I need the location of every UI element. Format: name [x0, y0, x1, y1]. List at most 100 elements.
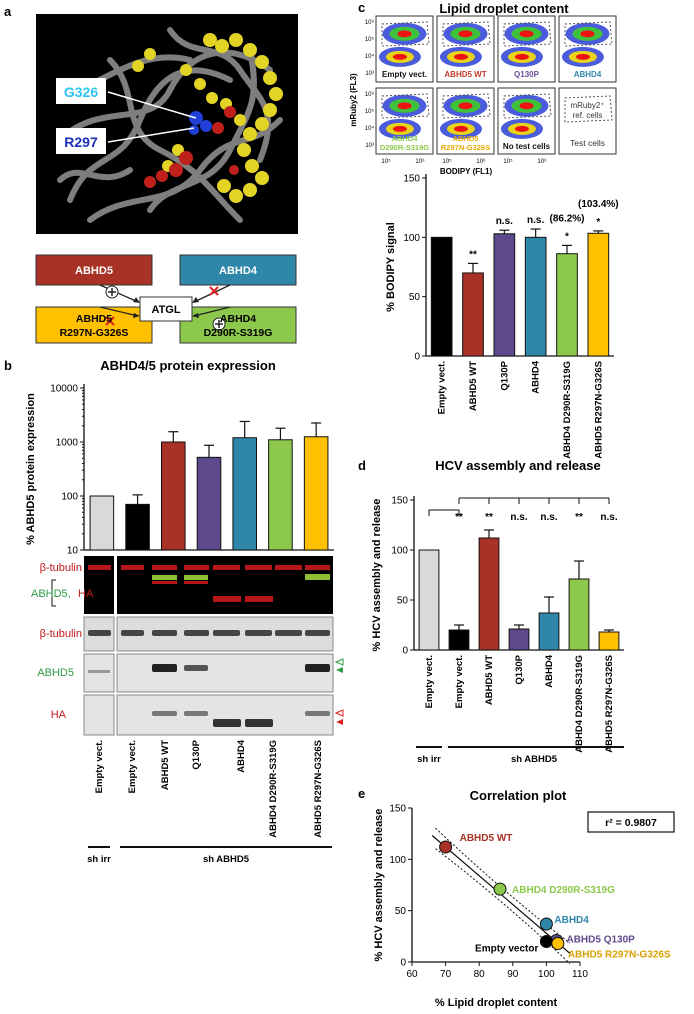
y-tick-label: 150 [391, 496, 408, 507]
y-tick-label: 100 [403, 233, 420, 244]
scatter-point [539, 934, 553, 948]
flow-gate [381, 93, 430, 119]
x-tick-label: 80 [474, 969, 486, 980]
scheme-abhd4-mut-label: ABHD4 [220, 313, 256, 325]
group-label-sh-irr: sh irr [417, 754, 441, 765]
bar [524, 236, 547, 357]
scheme-abhd5-mut-label: ABHD5 [76, 313, 112, 325]
flow-y-tick: 10³ [365, 143, 374, 149]
x-tick-label: Q130P [514, 654, 525, 684]
flow-x-tick: 10⁵ [503, 158, 513, 165]
y-tick-label: 150 [389, 804, 406, 815]
x-tick-label: 90 [507, 969, 519, 980]
cross-icon [209, 286, 219, 296]
x-tick-label: ABHD4 D290R-S319G [574, 655, 585, 753]
panel-b-label: b [4, 358, 12, 373]
value-annotation: (86.2%) [549, 213, 584, 224]
y-tick-label: 10 [67, 546, 79, 557]
flow-tile-label: Empty vect. [382, 70, 427, 79]
x-tick-label: ABHD4 [531, 360, 542, 393]
group-label-sh-abhd5: sh ABHD5 [511, 754, 558, 765]
blot-label-ha: HA [51, 709, 67, 721]
significance-label: * [596, 217, 600, 228]
significance-label: ** [469, 249, 477, 260]
flow-tile-label: ABHD4 [392, 134, 419, 143]
atgl-scheme [35, 254, 297, 344]
comparison-bracket [428, 509, 460, 516]
legend-tile-line3: Test cells [570, 138, 605, 148]
scheme-abhd5-mut-sub: R297N-G326S [60, 327, 129, 339]
bar [508, 628, 530, 651]
legend-tile-line2: ref. cells [573, 111, 603, 120]
bar [493, 233, 516, 357]
bar [448, 629, 470, 651]
y-tick-label: 100 [389, 855, 406, 866]
point-label: ABHD4 D290R-S319G [512, 885, 615, 896]
flow-density-upper-core [519, 30, 534, 38]
flow-tile-label: ABHD5 [453, 134, 479, 143]
significance-label: n.s. [510, 512, 527, 523]
y-axis-label: % ABHD5 protein expression [25, 393, 37, 545]
r2-value: r² = 0.9807 [605, 817, 657, 829]
panel-e-title: Correlation plot [470, 788, 567, 803]
western-blots [51, 556, 344, 736]
point-label: ABHD5 Q130P [566, 934, 635, 945]
point-label: Empty vector [475, 943, 538, 954]
flow-density-lower-core [514, 125, 529, 132]
y-tick-label: 50 [409, 292, 421, 303]
group-label-sh-irr: sh irr [87, 854, 111, 865]
x-axis-label: % Lipid droplet content [435, 997, 558, 1009]
flow-y-tick: 10⁵ [365, 36, 375, 43]
panel-d-label: d [358, 458, 366, 473]
y-tick-label: 50 [395, 906, 407, 917]
flow-density-upper-core [458, 30, 473, 38]
flow-tile-label: Q130P [514, 70, 540, 79]
flow-gate [564, 21, 613, 47]
scatter-point [493, 882, 507, 896]
flow-density-upper-core [397, 30, 412, 38]
flow-density-lower-core [453, 53, 468, 60]
x-tick-label: Empty vect. [424, 655, 435, 708]
group-label-sh-abhd5: sh ABHD5 [203, 854, 250, 865]
significance-label: n.s. [540, 512, 557, 523]
significance-label: ** [575, 512, 583, 523]
bar [568, 578, 590, 651]
panel-c-title: Lipid droplet content [439, 1, 569, 16]
flow-x-tick: 10⁶ [537, 158, 547, 165]
y-tick-label: 0 [402, 646, 408, 657]
flow-y-tick: 10⁴ [365, 125, 375, 132]
significance-label: ** [485, 512, 493, 523]
y-tick-label: 0 [400, 958, 406, 969]
x-tick-label: 70 [440, 969, 452, 980]
lane-label: Empty vect. [127, 740, 138, 793]
chart-c: 0 50 100 150 Empty vect. ABHD5 WT Q130P ABHD4 AB… [385, 174, 619, 459]
chart-e: 0 50 100 150 60 70 80 90 100 110 ABHD5 WT ABHD4 D29… [373, 804, 675, 1009]
bar [418, 549, 440, 651]
point-label: ABHD5 WT [460, 833, 513, 844]
flow-gate [503, 21, 552, 47]
atgl-box [139, 296, 193, 322]
bar [303, 436, 329, 551]
flow-y-tick: 10⁵ [365, 108, 375, 115]
chart-b: 10 100 1000 10000 % ABHD5 protein expression [25, 384, 334, 557]
flow-density-upper-core [397, 102, 412, 110]
bar [232, 437, 258, 551]
panel-b-title: ABHD4/5 protein expression [100, 358, 276, 373]
significance-label: n.s. [527, 215, 544, 226]
y-tick-label: 150 [403, 174, 420, 185]
blot-label-tubulin: β-tubulin [40, 628, 82, 640]
x-tick-label: 60 [406, 969, 418, 980]
flow-density-upper-core [458, 102, 473, 110]
blot-label-abhd5: ABHD5 [37, 667, 74, 679]
scheme-box-abhd4-mutant [179, 306, 297, 344]
significance-label: n.s. [600, 512, 617, 523]
panel-c-label: c [358, 0, 365, 15]
flow-density-lower-core [575, 53, 590, 60]
lane-label: Q130P [191, 739, 202, 769]
flow-y-tick: 10³ [365, 71, 374, 77]
point-label: ABHD4 [554, 915, 589, 926]
x-tick-label: ABHD5 R297N-G326S [593, 361, 604, 459]
confidence-band-lower [435, 848, 571, 965]
bar [538, 612, 560, 651]
bar [161, 441, 186, 551]
